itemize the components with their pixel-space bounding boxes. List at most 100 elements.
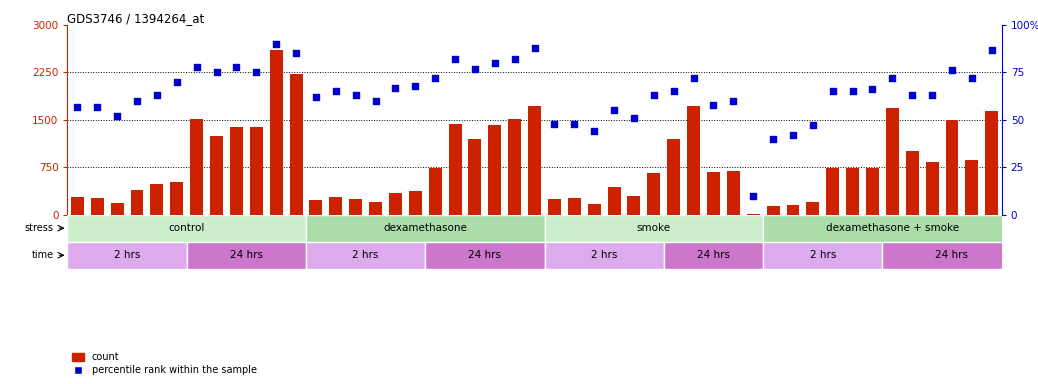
Text: 24 hrs: 24 hrs bbox=[229, 250, 263, 260]
Bar bbox=[71, 197, 84, 215]
Point bbox=[765, 136, 782, 142]
Point bbox=[446, 56, 463, 62]
Point bbox=[129, 98, 145, 104]
Bar bbox=[687, 106, 700, 215]
Bar bbox=[628, 196, 640, 215]
Point bbox=[228, 64, 245, 70]
Bar bbox=[545, 242, 663, 269]
Bar bbox=[429, 169, 441, 215]
Bar bbox=[306, 215, 545, 242]
Bar bbox=[349, 199, 362, 215]
Bar bbox=[548, 199, 561, 215]
Bar bbox=[746, 214, 760, 215]
Bar bbox=[648, 173, 660, 215]
Point bbox=[804, 122, 821, 129]
Point bbox=[646, 92, 662, 98]
Point bbox=[924, 92, 940, 98]
Point bbox=[745, 192, 762, 199]
Bar bbox=[763, 215, 1021, 242]
Point bbox=[606, 107, 623, 113]
Text: control: control bbox=[168, 223, 204, 233]
Bar bbox=[187, 242, 306, 269]
Point bbox=[507, 56, 523, 62]
Point bbox=[983, 46, 1000, 53]
Bar bbox=[151, 184, 163, 215]
Bar bbox=[306, 242, 426, 269]
Point bbox=[585, 128, 602, 134]
Point bbox=[328, 88, 345, 94]
Text: GDS3746 / 1394264_at: GDS3746 / 1394264_at bbox=[67, 12, 204, 25]
Bar bbox=[91, 197, 104, 215]
Bar bbox=[528, 106, 541, 215]
Point bbox=[467, 66, 484, 72]
Bar bbox=[67, 215, 306, 242]
Point bbox=[785, 132, 801, 138]
Point bbox=[89, 103, 106, 109]
Bar bbox=[885, 108, 899, 215]
Bar bbox=[846, 169, 859, 215]
Text: 24 hrs: 24 hrs bbox=[696, 250, 730, 260]
Point bbox=[307, 94, 324, 100]
Text: 2 hrs: 2 hrs bbox=[591, 250, 618, 260]
Bar bbox=[568, 197, 581, 215]
Point bbox=[904, 92, 921, 98]
Text: time: time bbox=[31, 250, 54, 260]
Bar bbox=[707, 172, 720, 215]
Text: 2 hrs: 2 hrs bbox=[353, 250, 379, 260]
Point bbox=[963, 75, 980, 81]
Point bbox=[348, 92, 364, 98]
Point bbox=[626, 115, 643, 121]
Point bbox=[427, 75, 443, 81]
Bar bbox=[131, 190, 143, 215]
Bar bbox=[389, 193, 402, 215]
Text: dexamethasone: dexamethasone bbox=[383, 223, 467, 233]
Bar bbox=[807, 202, 819, 215]
Point bbox=[188, 64, 204, 70]
Bar bbox=[727, 171, 740, 215]
Bar bbox=[667, 139, 680, 215]
Bar bbox=[111, 203, 124, 215]
Bar bbox=[588, 205, 601, 215]
Text: stress: stress bbox=[25, 223, 54, 233]
Point bbox=[705, 101, 721, 108]
Bar bbox=[882, 242, 1021, 269]
Bar bbox=[370, 202, 382, 215]
Text: 24 hrs: 24 hrs bbox=[935, 250, 968, 260]
Point bbox=[168, 79, 185, 85]
Bar bbox=[509, 119, 521, 215]
Text: 2 hrs: 2 hrs bbox=[114, 250, 140, 260]
Text: dexamethasone + smoke: dexamethasone + smoke bbox=[826, 223, 959, 233]
Bar bbox=[67, 242, 187, 269]
Point bbox=[109, 113, 126, 119]
Point bbox=[288, 50, 304, 56]
Point bbox=[248, 69, 265, 75]
Bar bbox=[985, 111, 999, 215]
Bar bbox=[329, 197, 343, 215]
Point bbox=[546, 121, 563, 127]
Text: 2 hrs: 2 hrs bbox=[810, 250, 836, 260]
Point bbox=[487, 60, 503, 66]
Bar bbox=[826, 169, 839, 215]
Bar bbox=[290, 74, 302, 215]
Bar bbox=[763, 242, 882, 269]
Bar bbox=[926, 162, 938, 215]
Legend: count, percentile rank within the sample: count, percentile rank within the sample bbox=[73, 353, 256, 375]
Point bbox=[884, 75, 901, 81]
Point bbox=[70, 103, 86, 109]
Point bbox=[566, 121, 582, 127]
Point bbox=[367, 98, 384, 104]
Point bbox=[865, 86, 881, 93]
Point bbox=[725, 98, 741, 104]
Point bbox=[685, 75, 702, 81]
Bar bbox=[468, 139, 482, 215]
Bar bbox=[545, 215, 763, 242]
Point bbox=[526, 45, 543, 51]
Bar bbox=[946, 120, 958, 215]
Point bbox=[824, 88, 841, 94]
Point bbox=[665, 88, 682, 94]
Point bbox=[387, 84, 404, 91]
Bar bbox=[426, 242, 545, 269]
Bar bbox=[448, 124, 462, 215]
Bar bbox=[170, 182, 184, 215]
Point bbox=[268, 41, 284, 47]
